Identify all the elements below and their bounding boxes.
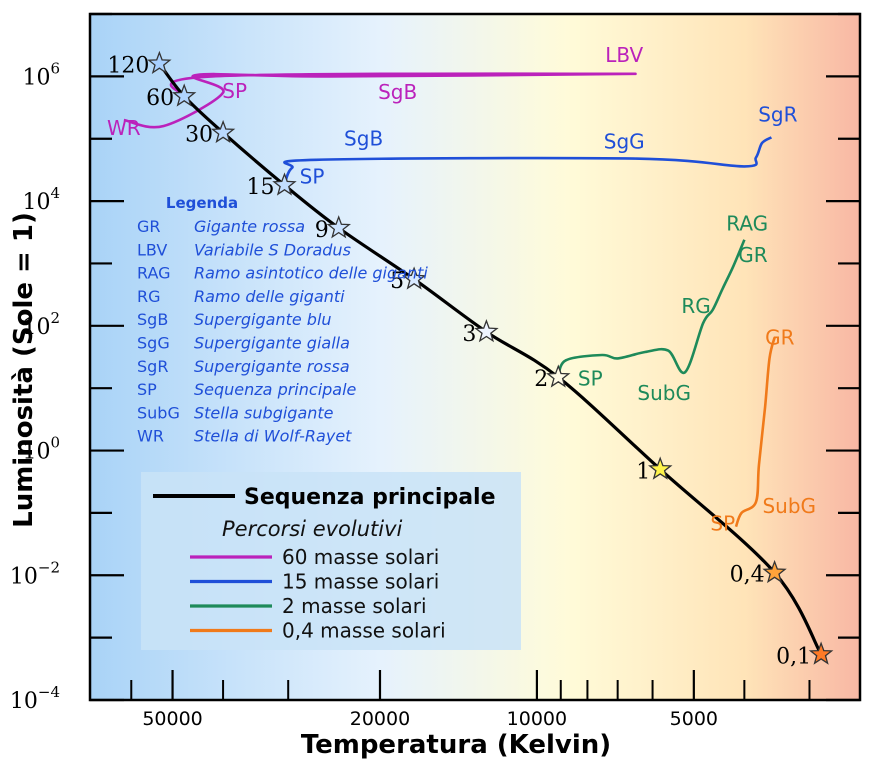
star-marker <box>272 172 297 196</box>
line-legend-label: 15 masse solari <box>282 570 439 594</box>
track-label: SgB <box>344 126 383 150</box>
star-marker <box>648 456 673 480</box>
track-line-2 <box>557 239 746 378</box>
abbreviation-legend: Legenda GR Gigante rossa LBV Variabile S Do… <box>137 194 428 446</box>
x-axis-title: Temperatura (Kelvin) <box>301 730 611 760</box>
track-label: SP <box>300 165 325 189</box>
y-axis-title: Luminosità (Sole = 1) <box>9 212 39 528</box>
star-marker <box>808 641 834 665</box>
track-label: SP <box>222 79 247 103</box>
star-mass-label: 5 <box>390 269 404 294</box>
track-label: RG <box>681 294 710 318</box>
line-legend-main-label: Sequenza principale <box>244 485 496 510</box>
track-label: SgR <box>758 102 797 126</box>
legend-desc: Sequenza principale <box>194 380 357 399</box>
y-tick-label: 104 <box>22 184 60 215</box>
legend-abbr: GR <box>137 217 161 236</box>
star-mass-label: 60 <box>146 86 174 111</box>
star-mass-label: 3 <box>462 322 476 347</box>
main-sequence-stars: 120 60 30 15 9 5 3 2 1 0,4 0,1 <box>107 50 834 669</box>
track-line-1 <box>283 136 773 186</box>
track-label: SP <box>578 367 603 391</box>
legend-abbr: SgG <box>137 334 170 353</box>
star-mass-label: 0,4 <box>730 563 765 588</box>
y-tick-label: 102 <box>22 309 60 340</box>
track-label: SgG <box>604 129 645 153</box>
y-tick-label: 100 <box>22 434 60 465</box>
legend-abbr: RAG <box>137 264 171 283</box>
track-label: WR <box>107 116 141 140</box>
star-mass-label: 15 <box>246 175 274 200</box>
legend-desc: Stella subgigante <box>194 403 334 422</box>
star-marker <box>147 50 172 75</box>
star-mass-label: 30 <box>185 123 213 148</box>
track-label: SP <box>710 512 735 536</box>
legend-desc: Stella di Wolf-Rayet <box>194 427 352 446</box>
track-line-0 <box>123 72 637 129</box>
legend-desc: Supergigante rossa <box>194 357 350 376</box>
line-legend-subtitle: Percorsi evolutivi <box>222 517 403 541</box>
line-legend-box <box>141 472 521 650</box>
star-marker <box>546 364 571 388</box>
legend-abbr: SgB <box>137 310 168 329</box>
x-axis-ticks: 50000 20000 10000 5000 <box>130 670 811 730</box>
star-mass-label: 120 <box>107 54 149 79</box>
line-legend-label: 2 masse solari <box>282 594 427 618</box>
line-legend: Sequenza principale Percorsi evolutivi 6… <box>141 472 521 650</box>
track-label: SubG <box>762 494 816 518</box>
star-mass-label: 0,1 <box>776 644 811 669</box>
track-label: GR <box>738 243 767 267</box>
track-label: SgB <box>378 80 417 104</box>
legend-abbr: SgR <box>137 357 168 376</box>
legend-abbr: LBV <box>137 240 167 259</box>
star-mass-label: 2 <box>534 367 548 392</box>
track-label: GR <box>765 326 794 350</box>
star-marker <box>762 559 787 584</box>
y-tick-label: 10−2 <box>10 558 60 589</box>
legend-desc: Ramo asintotico delle giganti <box>194 264 428 283</box>
abbreviation-legend-title: Legenda <box>166 194 238 212</box>
star-mass-label: 9 <box>315 218 329 243</box>
star-marker <box>171 83 197 107</box>
track-label: LBV <box>605 43 643 67</box>
legend-desc: Supergigante gialla <box>194 334 350 353</box>
track-line-3 <box>734 337 776 528</box>
legend-desc: Supergigante blu <box>194 310 332 329</box>
legend-abbr: SubG <box>137 403 180 422</box>
y-axis-ticks: 106 104 102 100 10−2 10−4 <box>10 12 860 714</box>
star-marker <box>474 319 499 343</box>
plot-frame <box>88 12 862 702</box>
x-tick-label: 5000 <box>670 708 718 730</box>
y-tick-label: 106 <box>22 59 60 90</box>
x-tick-label: 20000 <box>350 708 410 730</box>
evolutionary-tracks <box>123 72 776 528</box>
legend-desc: Variabile S Doradus <box>194 240 351 259</box>
track-label: SubG <box>637 381 691 405</box>
x-tick-label: 50000 <box>142 708 202 730</box>
star-marker <box>401 266 427 290</box>
line-legend-label: 60 masse solari <box>282 545 439 569</box>
legend-desc: Gigante rossa <box>194 217 305 236</box>
star-mass-label: 1 <box>636 459 650 484</box>
star-marker <box>326 215 351 239</box>
line-legend-label: 0,4 masse solari <box>282 619 446 643</box>
legend-abbr: SP <box>137 380 157 399</box>
track-label: RAG <box>726 211 768 235</box>
legend-desc: Ramo delle giganti <box>194 287 345 306</box>
legend-abbr: RG <box>137 287 161 306</box>
track-labels: LBV SgB SP WR SgB SgG SgR SP RAG GR RG SubG SP GR SubG… <box>107 43 816 536</box>
star-marker <box>210 119 236 144</box>
y-tick-label: 10−4 <box>10 683 60 714</box>
legend-abbr: WR <box>137 427 164 446</box>
x-tick-label: 10000 <box>507 708 567 730</box>
